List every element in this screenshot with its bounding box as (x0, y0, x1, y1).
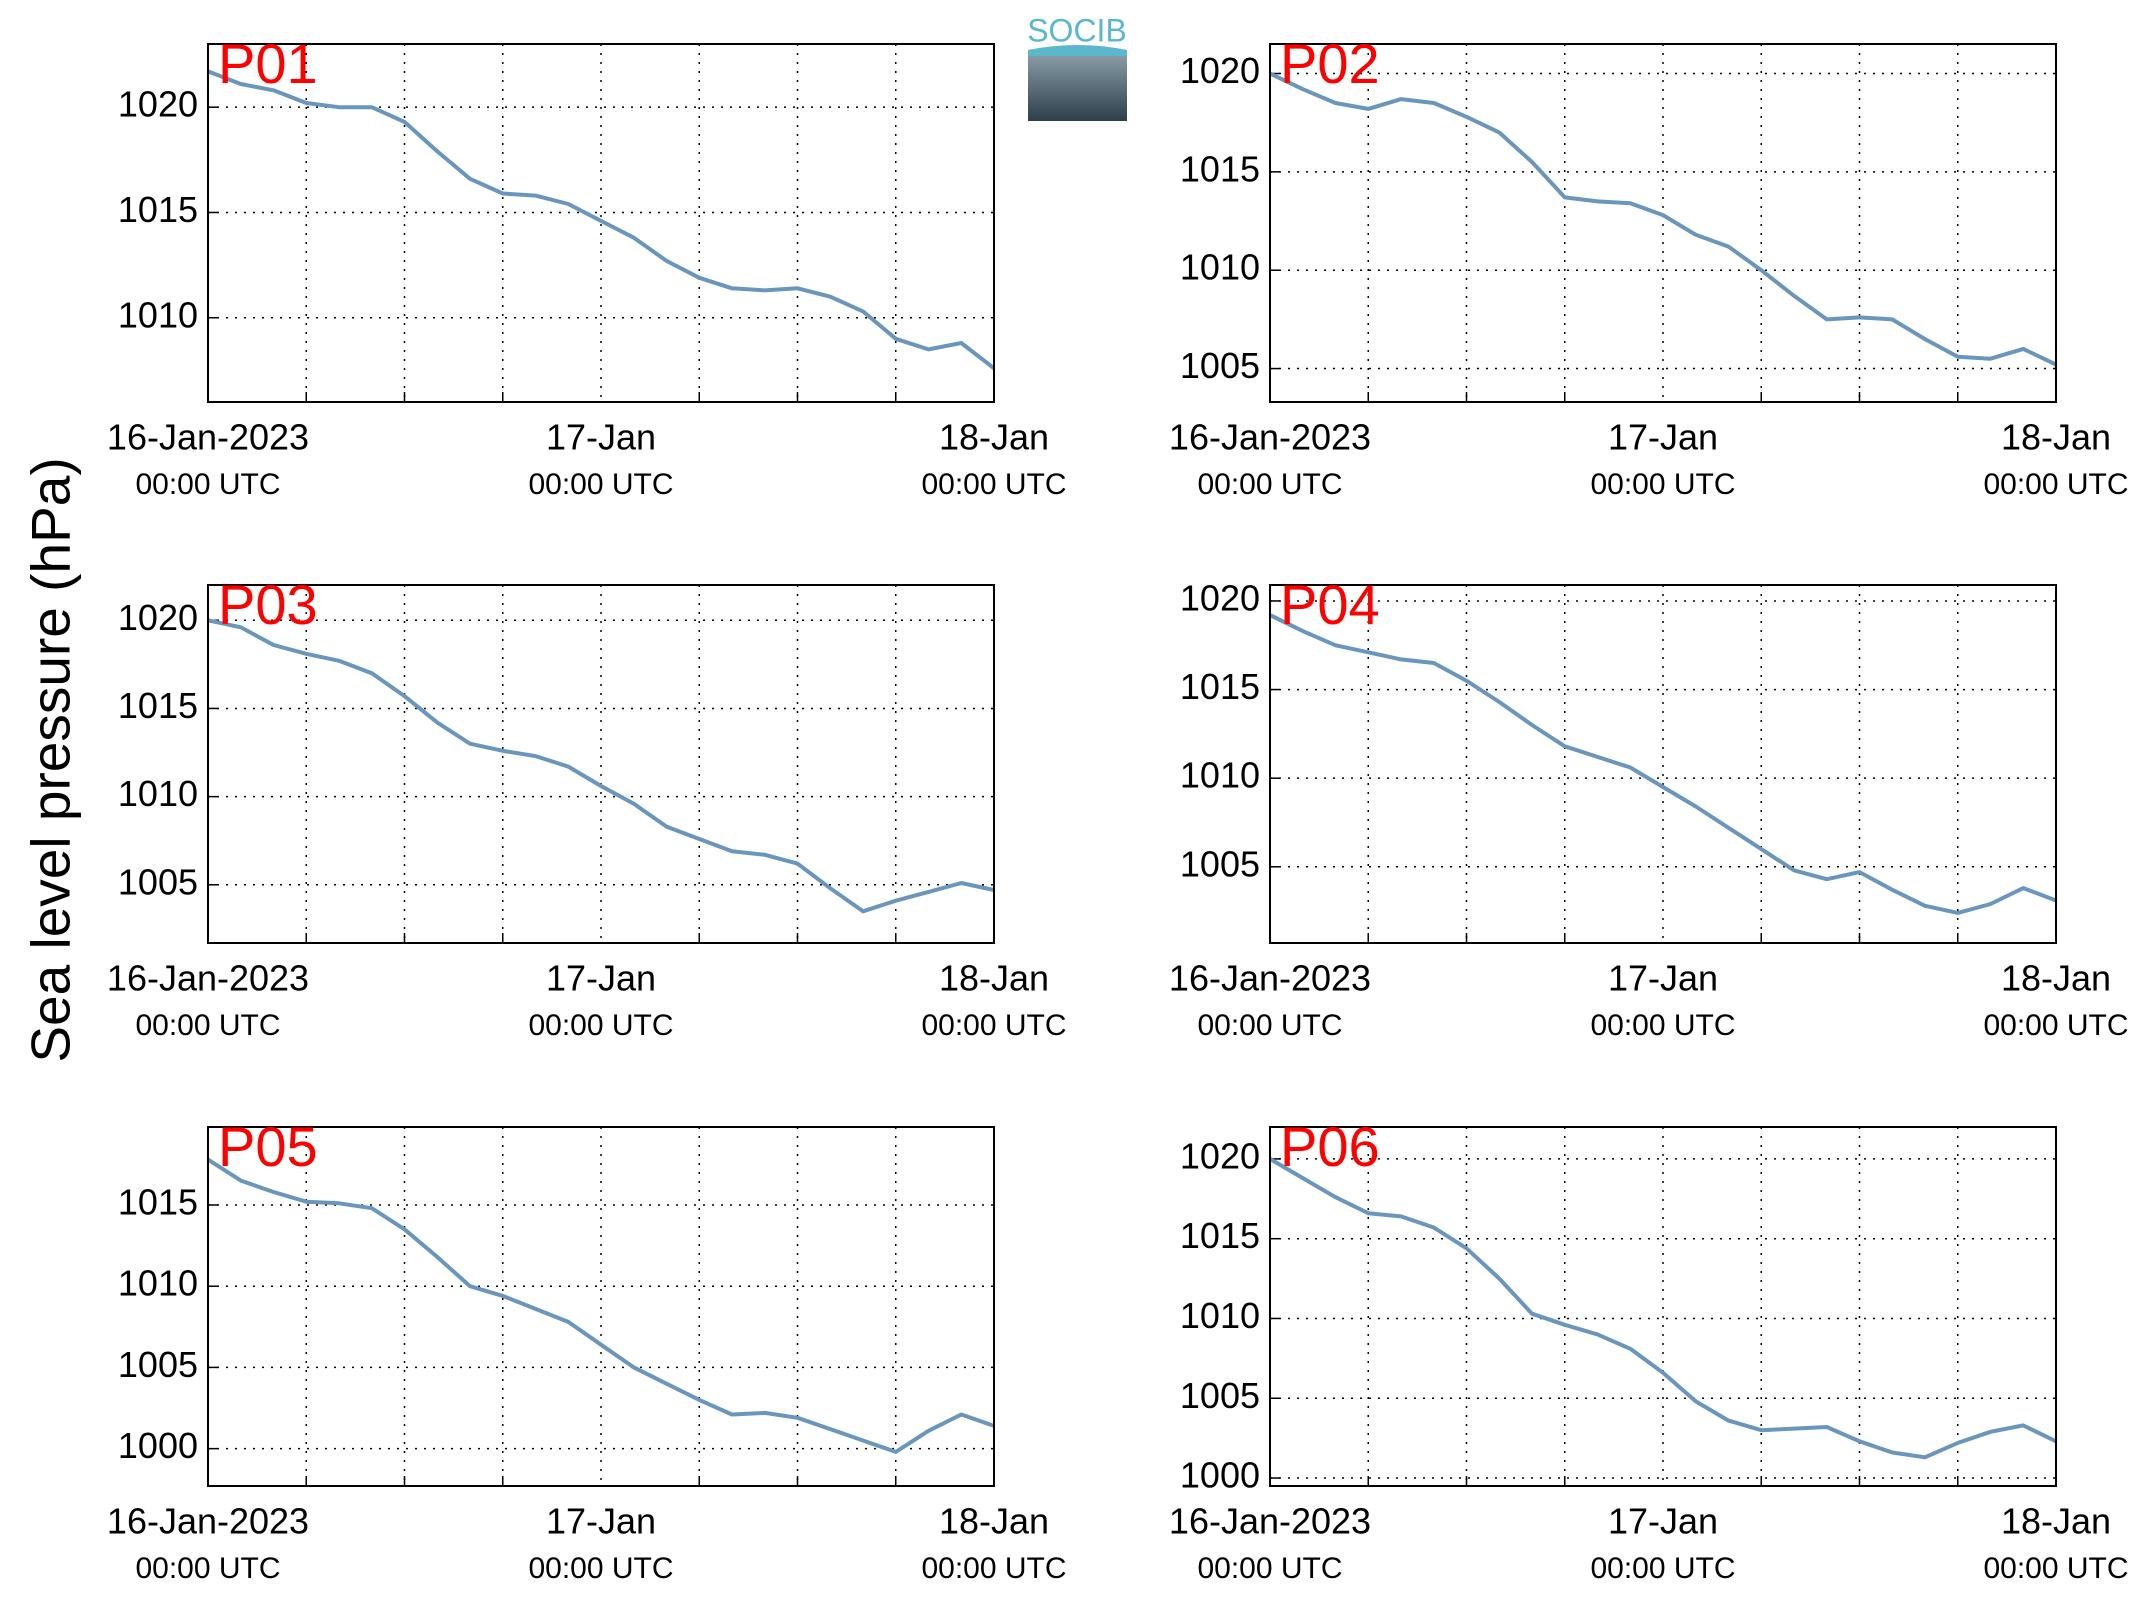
data-line (208, 1157, 994, 1454)
y-tick-label: 1010 (118, 773, 198, 814)
x-tick-label: 18-Jan (2001, 1501, 2111, 1542)
panel: 1005 1010 1015 1020 16-Jan-2023 00:00 UTC 17-J… (1169, 32, 2129, 501)
plot-frame (1269, 1126, 2057, 1487)
x-tick-sublabel: 00:00 UTC (921, 1009, 1066, 1042)
x-tick-sublabel: 00:00 UTC (1590, 468, 1735, 501)
x-tick-sublabel: 00:00 UTC (921, 1552, 1066, 1585)
y-tick-label: 1010 (1180, 755, 1260, 796)
x-tick-sublabel: 00:00 UTC (135, 1009, 280, 1042)
panel-title: P05 (218, 1115, 318, 1178)
x-tick-label: 18-Jan (939, 958, 1049, 999)
y-tick-label: 1020 (1180, 50, 1260, 91)
x-tick-sublabel: 00:00 UTC (528, 1552, 673, 1585)
x-tick-sublabel: 00:00 UTC (921, 468, 1066, 501)
y-tick-label: 1005 (118, 1344, 198, 1385)
x-tick-label: 16-Jan-2023 (1169, 958, 1371, 999)
x-tick-sublabel: 00:00 UTC (1197, 1009, 1342, 1042)
x-tick-label: 16-Jan-2023 (107, 1501, 309, 1542)
x-tick-label: 18-Jan (2001, 958, 2111, 999)
panel: 1010 1015 1020 16-Jan-2023 00:00 UTC 17-Jan 00… (107, 32, 1067, 501)
y-tick-label: 1005 (1180, 843, 1260, 884)
y-tick-label: 1005 (1180, 1375, 1260, 1416)
y-tick-label: 1010 (118, 294, 198, 335)
x-tick-sublabel: 00:00 UTC (1590, 1009, 1735, 1042)
y-tick-label: 1015 (118, 1181, 198, 1222)
panel: 1005 1010 1015 1020 16-Jan-2023 00:00 UTC 17-J… (107, 573, 1067, 1042)
panel: 1000 1005 1010 1015 16-Jan-2023 00:00 UTC 17-J… (107, 1115, 1067, 1585)
x-tick-label: 17-Jan (546, 958, 656, 999)
y-tick-label: 1010 (1180, 247, 1260, 288)
x-tick-sublabel: 00:00 UTC (1983, 468, 2128, 501)
y-tick-label: 1020 (118, 84, 198, 125)
y-tick-label: 1015 (1180, 666, 1260, 707)
data-line (1270, 71, 2056, 367)
logo-block (1028, 50, 1127, 121)
panel-title: P02 (1280, 32, 1380, 95)
plot-frame (207, 584, 995, 944)
x-tick-sublabel: 00:00 UTC (1197, 468, 1342, 501)
x-tick-label: 18-Jan (2001, 417, 2111, 458)
x-tick-sublabel: 00:00 UTC (528, 468, 673, 501)
x-tick-sublabel: 00:00 UTC (135, 1552, 280, 1585)
plot-frame (1269, 584, 2057, 944)
logo-text: SOCIB (1027, 12, 1127, 48)
x-tick-sublabel: 00:00 UTC (1983, 1552, 2128, 1585)
x-tick-sublabel: 00:00 UTC (1197, 1552, 1342, 1585)
data-line (208, 618, 994, 914)
data-line (1270, 1157, 2056, 1460)
panel-title: P04 (1280, 573, 1380, 636)
y-tick-label: 1005 (118, 861, 198, 902)
data-line (1270, 613, 2056, 915)
x-tick-label: 18-Jan (939, 417, 1049, 458)
x-tick-sublabel: 00:00 UTC (1983, 1009, 2128, 1042)
x-tick-label: 16-Jan-2023 (1169, 417, 1371, 458)
y-tick-label: 1000 (118, 1425, 198, 1466)
x-tick-label: 17-Jan (546, 417, 656, 458)
panel-title: P03 (218, 573, 318, 636)
plot-frame (207, 1126, 995, 1487)
x-tick-label: 17-Jan (1608, 958, 1718, 999)
plot-frame (1269, 43, 2057, 403)
x-tick-label: 16-Jan-2023 (107, 417, 309, 458)
y-axis-label: Sea level pressure (hPa) (20, 457, 82, 1062)
x-tick-sublabel: 00:00 UTC (528, 1009, 673, 1042)
x-tick-sublabel: 00:00 UTC (135, 468, 280, 501)
y-tick-label: 1015 (118, 685, 198, 726)
logo: SOCIB (1027, 12, 1127, 121)
data-line (208, 69, 994, 370)
panel-title: P01 (218, 32, 318, 95)
y-tick-label: 1020 (1180, 1135, 1260, 1176)
x-tick-sublabel: 00:00 UTC (1590, 1552, 1735, 1585)
panel: 1000 1005 1010 1015 1020 16-Jan-2023 00:00 UTC… (1169, 1115, 2129, 1585)
y-tick-label: 1015 (1180, 1215, 1260, 1256)
x-tick-label: 17-Jan (1608, 417, 1718, 458)
y-tick-label: 1020 (118, 597, 198, 638)
x-tick-label: 17-Jan (546, 1501, 656, 1542)
panel-title: P06 (1280, 1115, 1380, 1178)
x-tick-label: 17-Jan (1608, 1501, 1718, 1542)
y-tick-label: 1010 (118, 1263, 198, 1304)
y-tick-label: 1000 (1180, 1455, 1260, 1496)
y-tick-label: 1015 (118, 189, 198, 230)
panel: 1005 1010 1015 1020 16-Jan-2023 00:00 UTC 17-J… (1169, 573, 2129, 1042)
y-tick-label: 1010 (1180, 1295, 1260, 1336)
logo-wave (1028, 45, 1127, 56)
y-tick-label: 1015 (1180, 148, 1260, 189)
plot-frame (207, 43, 995, 403)
y-tick-label: 1020 (1180, 577, 1260, 618)
y-tick-label: 1005 (1180, 345, 1260, 386)
x-tick-label: 16-Jan-2023 (107, 958, 309, 999)
x-tick-label: 16-Jan-2023 (1169, 1501, 1371, 1542)
x-tick-label: 18-Jan (939, 1501, 1049, 1542)
